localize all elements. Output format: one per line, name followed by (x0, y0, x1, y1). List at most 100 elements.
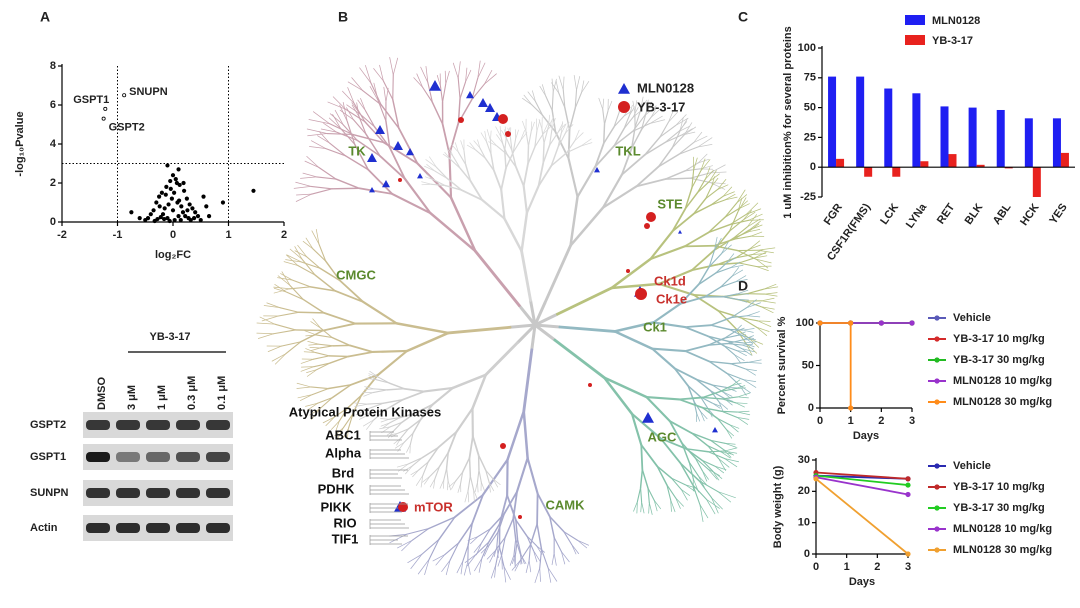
tree-branch (569, 206, 605, 247)
tree-branch (344, 108, 366, 123)
tree-branch (382, 398, 404, 404)
tree-branch (477, 528, 491, 538)
tree-branch (425, 65, 429, 84)
bar (884, 88, 893, 168)
bar (856, 76, 865, 168)
tree-branch (576, 165, 597, 198)
tree-branch (412, 469, 420, 478)
tree-branch (674, 117, 689, 127)
tree-branch (477, 139, 481, 149)
tree-branch (601, 173, 623, 209)
tree-branch (696, 178, 706, 194)
tree-branch (681, 442, 690, 463)
tree-branch (289, 284, 304, 301)
data-point (143, 217, 148, 223)
tree-branch (746, 299, 757, 309)
tree-branch (393, 437, 402, 445)
tree-branch (536, 523, 543, 551)
tree-branch (312, 248, 327, 262)
x-tick-label: 2 (874, 561, 880, 573)
tree-branch (541, 84, 547, 97)
tree-branch (610, 282, 661, 290)
tree-branch (684, 187, 693, 210)
tree-branch (635, 178, 667, 188)
tree-trunk (518, 304, 537, 326)
tree-branch (431, 101, 444, 125)
point-label: SNUPN (129, 86, 168, 98)
tree-branch (685, 448, 709, 453)
tree-branch (651, 347, 687, 353)
tree-branch (412, 418, 422, 434)
mln0128-hit (429, 80, 441, 91)
tree-branch (560, 123, 567, 134)
tree-branch (652, 321, 687, 329)
tree-branch (580, 138, 592, 147)
tree-branch (515, 129, 519, 140)
tree-branch (460, 471, 464, 484)
tree-branch (307, 340, 320, 345)
tree-branch (696, 180, 710, 194)
tree-branch (525, 559, 530, 574)
data-point (152, 218, 157, 224)
tree-branch (368, 375, 378, 381)
tree-branch (506, 410, 526, 461)
tree-branch (697, 266, 710, 286)
tree-branch (707, 451, 726, 460)
tree-branch (476, 469, 480, 483)
blot-band (86, 523, 110, 533)
tree-branch (636, 487, 642, 503)
tree-branch (699, 504, 704, 522)
data-point (164, 184, 169, 189)
bar (948, 154, 957, 168)
legend-label: Vehicle (953, 460, 991, 472)
tree-branch (319, 267, 341, 282)
tree-branch (323, 122, 337, 133)
tree-branch (470, 536, 479, 545)
tree-branch (542, 144, 551, 164)
tree-branch (636, 501, 638, 514)
tree-branch (451, 373, 488, 390)
tree-branch (311, 408, 321, 420)
tree-branch (692, 484, 701, 505)
blot-band (116, 452, 140, 462)
tree-branch (744, 300, 762, 308)
tree-branch (431, 183, 446, 187)
tree-branch (551, 91, 554, 111)
tree-branch (464, 553, 477, 563)
row-label: SUNPN (30, 487, 69, 499)
data-point (172, 190, 177, 195)
mln0128-hit (478, 98, 488, 107)
tree-branch (747, 359, 762, 363)
tree-branch (366, 377, 378, 381)
tree-branch (735, 402, 745, 408)
tree-branch (717, 417, 727, 430)
tree-branch (364, 386, 375, 390)
data-point (160, 212, 166, 217)
tree-branch (356, 408, 369, 416)
tree-branch (527, 91, 536, 102)
tree-branch (630, 126, 636, 149)
tree-branch (747, 311, 760, 317)
tree-branch (343, 427, 349, 438)
tree-branch (447, 431, 458, 454)
tree-branch (342, 101, 348, 123)
tree-branch (488, 531, 499, 546)
tree-branch (717, 179, 727, 190)
tree-branch (323, 312, 357, 325)
tree-branch (684, 344, 710, 352)
tree-branch (692, 197, 707, 215)
tree-branch (701, 470, 708, 482)
tree-branch (720, 451, 731, 459)
tree-branch (724, 447, 738, 452)
tree-branch (730, 363, 746, 370)
tree-branch (684, 326, 709, 338)
tree-branch (317, 397, 333, 404)
data-point (183, 214, 188, 219)
tree-branch (684, 162, 699, 172)
x-tick-label: -2 (57, 229, 67, 241)
y-tick-label: 4 (50, 138, 57, 150)
tree-branch (297, 244, 308, 258)
tree-branch (679, 116, 684, 132)
tree-branch (431, 386, 454, 406)
tree-branch (534, 130, 538, 148)
